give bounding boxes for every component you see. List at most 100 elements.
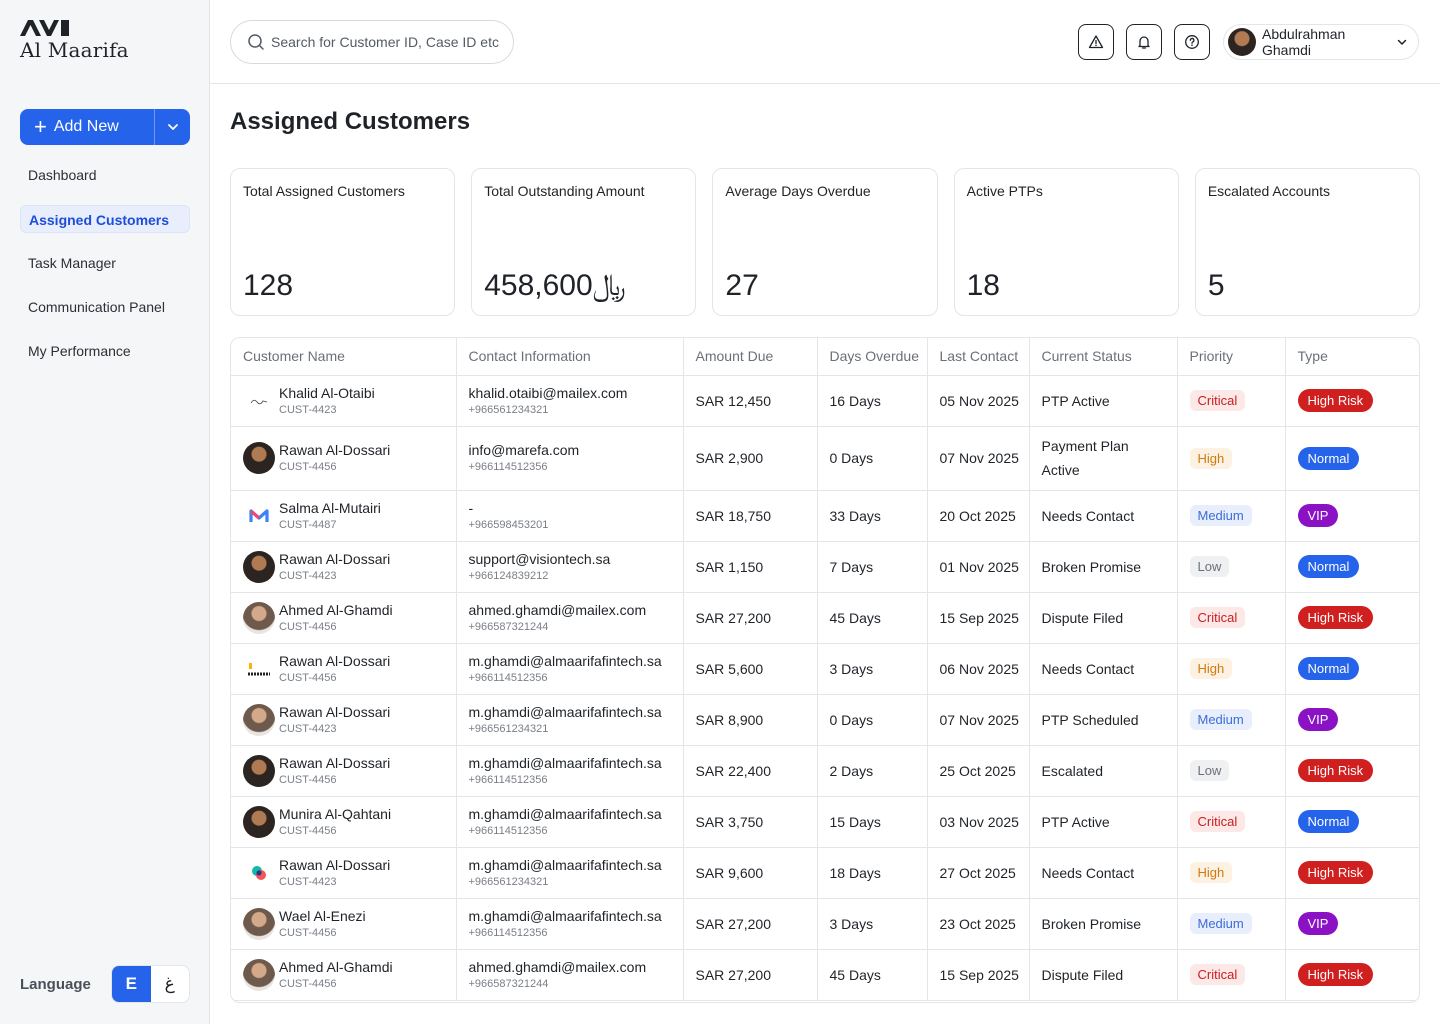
current-status: Needs Contact	[1029, 643, 1178, 695]
column-header[interactable]: Last Contact	[927, 338, 1030, 376]
stat-label: Average Days Overdue	[725, 183, 871, 199]
sidebar-item-dashboard[interactable]: Dashboard	[28, 167, 97, 183]
sidebar-item-assigned-customers[interactable]: Assigned Customers	[20, 205, 190, 233]
column-header[interactable]: Type	[1285, 338, 1419, 376]
customer-email[interactable]: info@marefa.com	[468, 442, 580, 458]
customer-id: CUST-4456	[279, 824, 337, 837]
customer-phone: +966587321244	[468, 620, 549, 633]
column-header[interactable]: Priority	[1177, 338, 1286, 376]
sidebar-item-my-performance[interactable]: My Performance	[28, 343, 131, 359]
customer-name[interactable]: Rawan Al-Dossari	[279, 703, 391, 720]
table-row[interactable]: Munira Al-Qahtani CUST-4456 m.ghamdi@almaa…	[231, 796, 1419, 848]
status-text: Escalated	[1041, 762, 1103, 779]
table-row[interactable]: Salma Al-Mutairi CUST-4487 - +966598453201 S…	[231, 490, 1419, 542]
type-badge: VIP	[1297, 708, 1339, 731]
customer-name[interactable]: Rawan Al-Dossari	[279, 442, 391, 458]
table-row[interactable]: Rawan Al-Dossari CUST-4423 m.ghamdi@almaar…	[231, 694, 1419, 746]
search-input[interactable]	[271, 34, 511, 50]
column-header[interactable]: Contact Information	[456, 338, 684, 376]
customer-email[interactable]: ahmed.ghamdi@mailex.com	[468, 958, 647, 975]
language-english-button[interactable]: E	[112, 966, 151, 1002]
customer-email[interactable]: m.ghamdi@almaarifafintech.sa	[468, 907, 662, 924]
customer-email[interactable]: m.ghamdi@almaarifafintech.sa	[468, 652, 662, 669]
customer-name[interactable]: Khalid Al-Otaibi	[279, 384, 375, 401]
chevron-down-icon	[1397, 39, 1407, 45]
contact-cell: m.ghamdi@almaarifafintech.sa +96611451235…	[456, 745, 684, 797]
days-overdue: 0 Days	[817, 694, 928, 746]
stat-card-total-assigned: Total Assigned Customers 128	[230, 168, 456, 316]
type-badge: Normal	[1297, 810, 1360, 833]
customer-email[interactable]: m.ghamdi@almaarifafintech.sa	[468, 805, 662, 822]
column-header[interactable]: Days Overdue	[817, 338, 928, 376]
table-row[interactable]: Ahmed Al-Ghamdi CUST-4456 ahmed.ghamdi@mai…	[231, 949, 1419, 1001]
type-cell: Normal	[1285, 426, 1419, 491]
customer-name[interactable]: Rawan Al-Dossari	[279, 754, 391, 771]
column-header[interactable]: Amount Due	[683, 338, 818, 376]
table-row[interactable]: Rawan Al-Dossari CUST-4456 m.ghamdi@almaar…	[231, 643, 1419, 695]
top-bar: Abdulrahman Ghamdi	[210, 0, 1440, 84]
status-text: PTP Scheduled	[1041, 711, 1139, 728]
customer-name[interactable]: Rawan Al-Dossari	[279, 652, 391, 669]
customer-id: CUST-4423	[279, 722, 337, 735]
table-row[interactable]: Khalid Al-Otaibi CUST-4423 khalid.otaibi@m…	[231, 375, 1419, 427]
type-cell: High Risk	[1285, 745, 1419, 797]
user-menu[interactable]: Abdulrahman Ghamdi	[1223, 24, 1419, 60]
customer-name[interactable]: Rawan Al-Dossari	[279, 550, 391, 567]
customer-name[interactable]: Ahmed Al-Ghamdi	[279, 601, 393, 618]
customer-name[interactable]: Ahmed Al-Ghamdi	[279, 958, 393, 975]
customer-email[interactable]: m.ghamdi@almaarifafintech.sa	[468, 754, 662, 771]
type-badge: High Risk	[1297, 606, 1374, 629]
column-header[interactable]: Current Status	[1029, 338, 1178, 376]
customer-cell: Ahmed Al-Ghamdi CUST-4456	[231, 949, 457, 1001]
contact-cell: support@visiontech.sa +966124839212	[456, 541, 684, 593]
add-new-button[interactable]: + Add New	[20, 109, 190, 145]
add-new-label: Add New	[53, 118, 119, 135]
notifications-button[interactable]	[1126, 24, 1162, 60]
add-new-dropdown[interactable]	[155, 109, 190, 145]
customer-email[interactable]: m.ghamdi@almaarifafintech.sa	[468, 703, 662, 720]
customer-cell: Rawan Al-Dossari CUST-4423	[231, 694, 457, 746]
customer-email[interactable]: ahmed.ghamdi@mailex.com	[468, 601, 647, 618]
priority-cell: High	[1177, 847, 1286, 899]
table-row[interactable]: Rawan Al-Dossari CUST-4423 m.ghamdi@almaar…	[231, 847, 1419, 899]
customer-cell: Rawan Al-Dossari CUST-4423	[231, 541, 457, 593]
customer-email[interactable]: -	[468, 499, 474, 516]
customer-email[interactable]: khalid.otaibi@mailex.com	[468, 384, 628, 401]
priority-cell: Critical	[1177, 592, 1286, 644]
days-overdue: 0 Days	[817, 426, 928, 491]
table-row[interactable]: Wael Al-Enezi CUST-4456 m.ghamdi@almaarifa…	[231, 898, 1419, 950]
days-overdue: 3 Days	[817, 898, 928, 950]
help-button[interactable]	[1174, 24, 1210, 60]
current-status: Broken Promise	[1029, 541, 1178, 593]
add-new-main[interactable]: + Add New	[20, 109, 154, 145]
table-row[interactable]: Rawan Al-Dossari CUST-4423 support@visiont…	[231, 541, 1419, 593]
customer-phone: +966114512356	[468, 926, 548, 939]
stat-value: 5	[1207, 269, 1225, 302]
table-row[interactable]: Ahmed Al-Ghamdi CUST-4456 ahmed.ghamdi@mai…	[231, 592, 1419, 644]
language-label: Language	[20, 975, 91, 993]
customer-email[interactable]: support@visiontech.sa	[468, 550, 611, 567]
table-row[interactable]: Rawan Al-Dossari CUST-4456 m.ghamdi@almaar…	[231, 745, 1419, 797]
type-badge: VIP	[1297, 504, 1339, 527]
customer-name[interactable]: Munira Al-Qahtani	[279, 805, 392, 822]
app-logo[interactable]: Al Maarifa	[20, 20, 129, 62]
priority-badge: High	[1189, 658, 1233, 679]
sidebar-item-task-manager[interactable]: Task Manager	[28, 255, 116, 271]
priority-badge: Low	[1189, 760, 1230, 781]
type-badge: Normal	[1297, 657, 1360, 680]
language-arabic-button[interactable]: غ	[164, 974, 175, 993]
customer-name[interactable]: Rawan Al-Dossari	[279, 856, 391, 873]
customer-name[interactable]: Salma Al-Mutairi	[279, 499, 381, 516]
stat-value: 18	[966, 269, 1000, 302]
customer-name[interactable]: Wael Al-Enezi	[279, 907, 366, 924]
search-box[interactable]	[230, 20, 514, 64]
table-row[interactable]: Rawan Al-Dossari CUST-4456 info@marefa.com…	[231, 426, 1419, 491]
stat-value: 128	[243, 269, 294, 302]
current-status: PTP Scheduled	[1029, 694, 1178, 746]
column-header[interactable]: Customer Name	[231, 338, 457, 376]
sidebar-item-communication-panel[interactable]: Communication Panel	[28, 299, 165, 315]
priority-cell: Medium	[1177, 694, 1286, 746]
customer-email[interactable]: m.ghamdi@almaarifafintech.sa	[468, 856, 662, 873]
alerts-button[interactable]	[1078, 24, 1114, 60]
type-cell: High Risk	[1285, 375, 1419, 427]
